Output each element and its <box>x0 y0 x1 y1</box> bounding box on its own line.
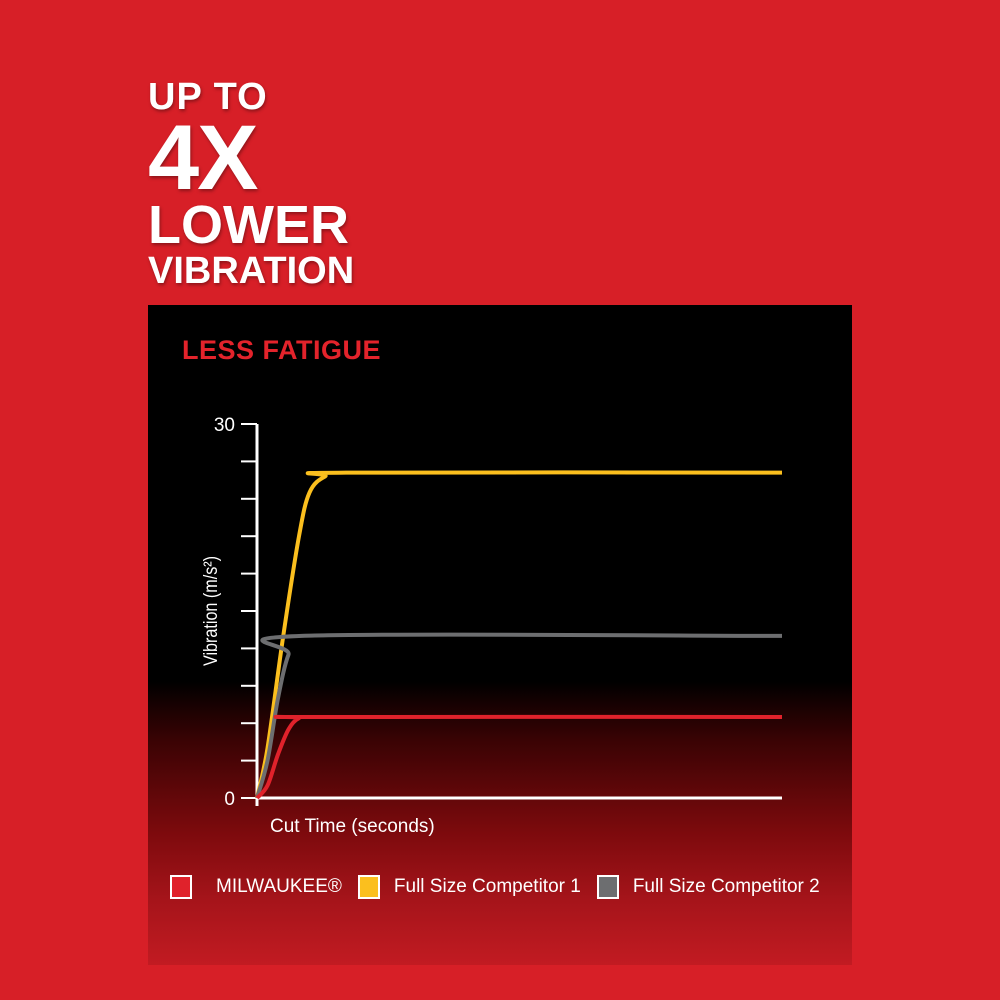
legend-label: MILWAUKEE® <box>216 876 342 897</box>
y-axis-label: Vibration (m/s²) <box>200 556 222 666</box>
headline-line-3: LOWER <box>148 195 349 255</box>
headline-line-4: VIBRATION <box>148 250 355 292</box>
legend: MILWAUKEE® Full Size Competitor 1 Full S… <box>170 875 836 899</box>
series-line-1 <box>255 470 783 799</box>
y-tick-label: 0 <box>224 789 235 810</box>
legend-label: Full Size Competitor 1 <box>393 876 581 897</box>
legend-item-competitor-2: Full Size Competitor 2 <box>596 875 820 899</box>
headline-line-2: 4X <box>148 107 259 209</box>
legend-swatch-milwaukee <box>170 875 192 899</box>
series-line-2 <box>255 632 783 799</box>
legend-swatch-competitor-1 <box>357 875 380 899</box>
chart-title: LESS FATIGUE <box>182 335 382 365</box>
series-line-0 <box>255 714 783 800</box>
headline-line-1: UP TO <box>148 76 268 118</box>
legend-item-competitor-1: Full Size Competitor 1 <box>357 875 581 899</box>
legend-swatch-competitor-2 <box>596 875 619 899</box>
headline: UP TO 4X LOWER VIBRATION <box>148 78 354 290</box>
x-axis-label: Cut Time (seconds) <box>270 816 435 837</box>
legend-label: Full Size Competitor 2 <box>632 876 820 897</box>
y-tick-label: 30 <box>214 415 235 436</box>
legend-item-milwaukee: MILWAUKEE® <box>170 875 342 899</box>
